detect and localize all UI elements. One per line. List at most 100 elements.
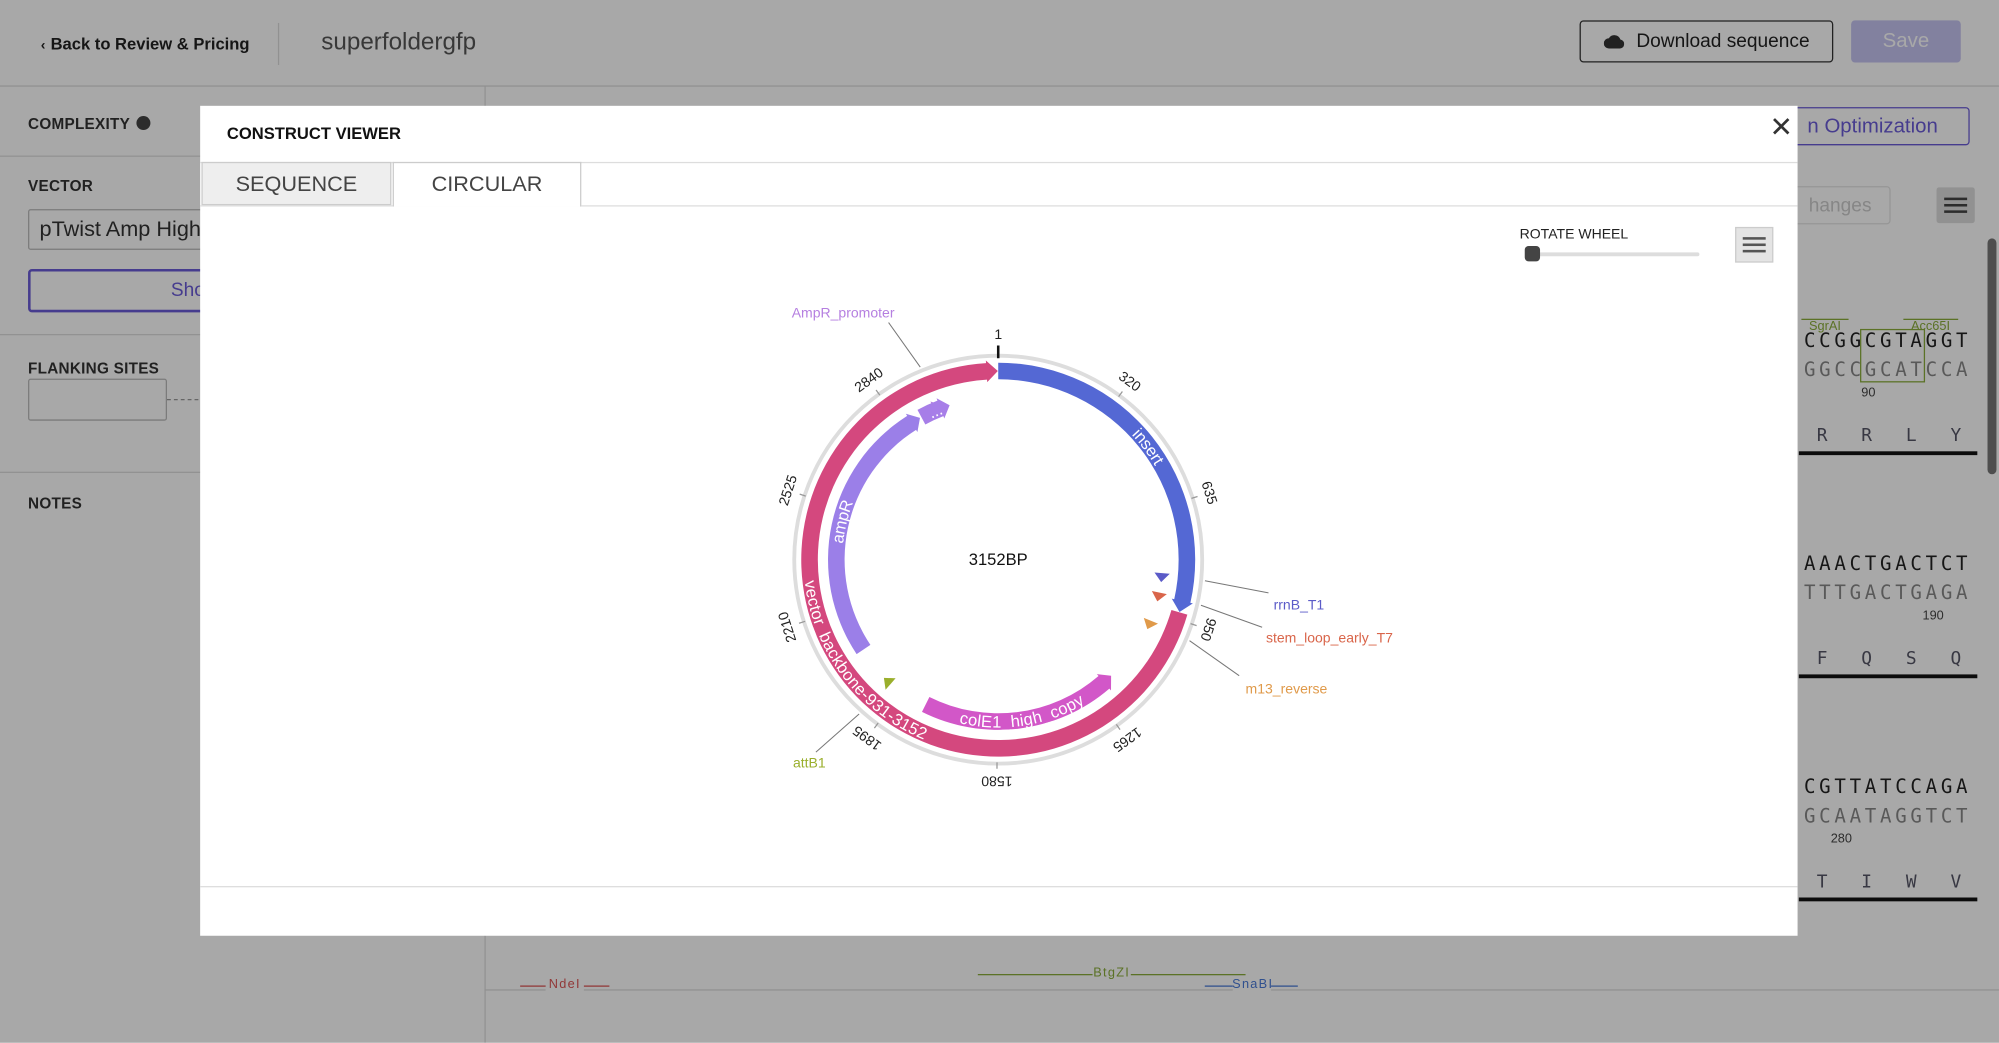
amino-acid: I (1861, 872, 1873, 893)
enzyme-label: SnaBI (1232, 977, 1274, 992)
leader-line (1200, 604, 1263, 628)
leader-line (815, 713, 860, 753)
leader-line (1204, 580, 1269, 594)
tick-label: 2210 (774, 610, 799, 645)
back-link[interactable]: ‹ Back to Review & Pricing (40, 34, 250, 54)
rotate-label: ROTATE WHEEL (1519, 226, 1629, 243)
tick-label: 320 (1116, 368, 1144, 395)
sequence-top: CGTTATCCAGA (1803, 775, 1972, 799)
leader-line (1189, 640, 1240, 677)
sequence-top: AAACTGACTCT (1803, 552, 1972, 575)
modal-title: CONSTRUCT VIEWER (226, 123, 401, 143)
enzyme-label: BtgZI (1092, 966, 1131, 981)
tick-mark (875, 389, 881, 396)
tick-mark (873, 722, 879, 729)
sequence-top: CCGGCGTAGGT (1803, 328, 1972, 352)
position-label: 90 (1861, 386, 1876, 401)
feature-label-text: colE1_high_copy (958, 690, 1087, 732)
tick-label: 2525 (775, 473, 800, 508)
marker (1143, 617, 1159, 630)
amino-acid: T (1816, 872, 1828, 893)
feature-arc (828, 413, 920, 655)
back-link-text[interactable]: Back to Review & Pricing (50, 34, 250, 54)
amino-acid: Q (1950, 648, 1962, 670)
sequence-bottom: GCAATAGGTCT (1803, 804, 1972, 828)
tab[interactable]: SEQUENCE (201, 161, 392, 206)
download-button[interactable]: Download sequence (1579, 20, 1834, 63)
amino-acid: W (1905, 872, 1917, 893)
marker (883, 677, 896, 690)
separator (200, 161, 1798, 164)
flanking-label: FLANKING SITES (28, 359, 160, 378)
amino-acid: Q (1861, 648, 1873, 670)
amino-acid: R (1861, 425, 1873, 447)
flanking-input[interactable] (28, 378, 168, 421)
rotate-slider[interactable] (1527, 252, 1700, 257)
scrollbar[interactable] (1987, 238, 1997, 475)
leader-line (888, 322, 921, 368)
amino-acid: L (1905, 425, 1917, 447)
separator (200, 886, 1798, 888)
feature-arc (917, 398, 950, 425)
tick-mark (799, 493, 806, 497)
save-button[interactable]: Save (1851, 20, 1961, 63)
cloud-icon (1603, 34, 1624, 48)
frame-line (1798, 451, 1978, 456)
top-bar (0, 0, 1999, 87)
position-label: 190 (1922, 609, 1944, 624)
tick-label: 950 (1197, 616, 1220, 643)
divider (277, 22, 280, 66)
tick-mark (1191, 495, 1198, 500)
amino-acid: V (1950, 872, 1962, 893)
download-text[interactable]: Download sequence (1636, 30, 1810, 53)
marker-label: attB1 (793, 754, 826, 770)
vector-label: VECTOR (28, 177, 94, 196)
feature-label: ampR (828, 497, 857, 544)
marker-label: m13_reverse (1246, 680, 1328, 696)
enzyme-label: SgrAI (1801, 318, 1849, 334)
tick-label: 1580 (981, 773, 1012, 789)
amino-acid: R (1816, 425, 1828, 447)
site-box (1860, 328, 1926, 383)
tick-label: 1 (994, 326, 1002, 342)
complexity-text: COMPLEXITY (28, 114, 131, 133)
marker-label: stem_loop_early_T7 (1266, 629, 1393, 645)
tab[interactable]: CIRCULAR (392, 161, 582, 207)
plasmid-map: 3152BP1320635950126515801895221025252840… (774, 304, 1393, 789)
panel-menu[interactable] (1936, 187, 1975, 224)
position-label: 280 (1830, 832, 1852, 847)
tick-mark (798, 620, 806, 624)
enzyme-label: Acc65I (1903, 318, 1958, 334)
feature-label-text: ampR (828, 497, 857, 544)
viewer-menu[interactable] (1735, 226, 1774, 263)
amino-acid: Y (1950, 425, 1962, 447)
tick-label: 635 (1199, 479, 1221, 506)
frame-line (1798, 674, 1978, 679)
length-label: 3152BP (969, 550, 1028, 569)
dash (167, 399, 206, 401)
notes-label: NOTES (28, 494, 83, 513)
tick-mark (1118, 391, 1123, 397)
vector-input[interactable]: pTwist Amp High (28, 209, 245, 250)
marker-label: rrnB_T1 (1274, 596, 1325, 612)
complexity-label: COMPLEXITY (28, 114, 151, 133)
modal: CONSTRUCT VIEWER ✕ SEQUENCE CIRCULAR (200, 105, 1798, 936)
feature-label: colE1_high_copy (958, 690, 1087, 732)
sequence-bottom: TTTGACTGAGA (1803, 581, 1972, 605)
marker-label: AmpR_promoter (792, 304, 895, 320)
marker (1154, 572, 1170, 583)
sequence-bottom: GGCCGCATCCA (1803, 358, 1972, 382)
separator (200, 205, 1798, 207)
tick-mark (1190, 623, 1197, 627)
marker (1151, 591, 1167, 602)
frame-line (1798, 897, 1978, 902)
amino-acid: F (1816, 648, 1828, 670)
enzyme-label: NdeI (545, 977, 584, 992)
construct-name: superfoldergfp (321, 29, 477, 57)
close-button[interactable]: ✕ (1769, 110, 1794, 143)
amino-acid: S (1905, 648, 1917, 670)
tick-mark (1115, 724, 1121, 730)
feature-arc (921, 674, 1112, 730)
rotate-knob[interactable] (1524, 246, 1541, 262)
